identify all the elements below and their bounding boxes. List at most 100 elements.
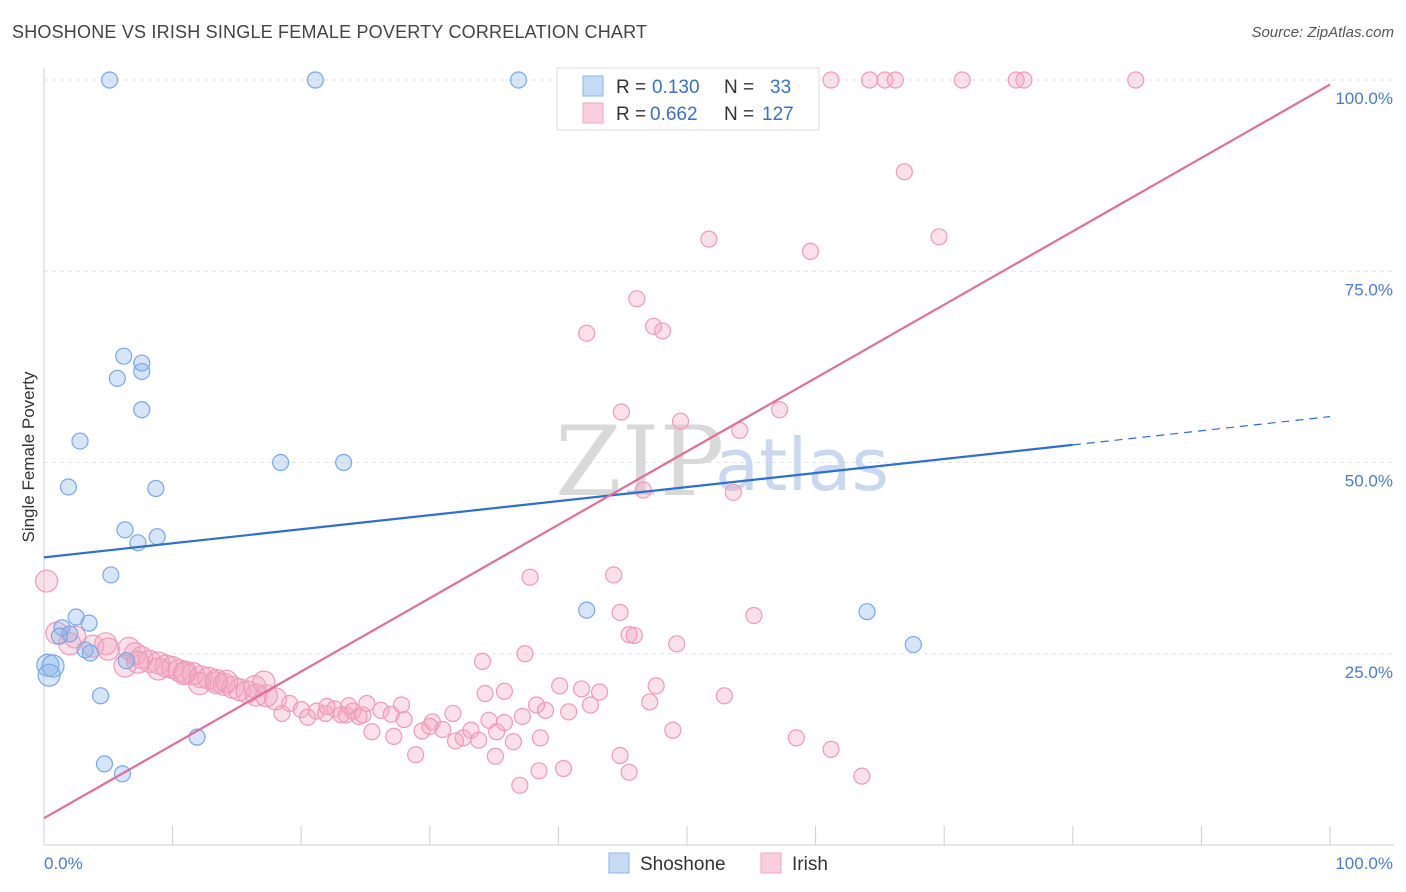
y-tick-label-0: 100.0% bbox=[1335, 89, 1393, 108]
point-irish-83 bbox=[354, 706, 372, 724]
point-irish-23 bbox=[770, 401, 789, 419]
point-irish-110 bbox=[581, 696, 600, 714]
point-irish-19 bbox=[644, 317, 663, 335]
point-irish-89 bbox=[395, 710, 413, 729]
point-irish-62 bbox=[113, 654, 137, 678]
point-irish-118 bbox=[620, 763, 638, 781]
y-tick-label-3: 25.0% bbox=[1345, 663, 1393, 682]
point-irish-101 bbox=[504, 733, 522, 751]
legend-r-value-shoshone: 0.130 bbox=[652, 77, 700, 98]
point-irish-34 bbox=[473, 652, 492, 671]
point-irish-102 bbox=[446, 732, 465, 750]
trendline-irish bbox=[43, 83, 1331, 820]
point-irish-109 bbox=[572, 680, 591, 698]
point-irish-20 bbox=[612, 403, 631, 421]
legend-r-label-shoshone: R = bbox=[616, 77, 646, 98]
point-irish-10 bbox=[1015, 71, 1033, 89]
point-shoshone-21 bbox=[50, 627, 69, 645]
point-irish-103 bbox=[476, 684, 494, 703]
point-shoshone-34 bbox=[904, 635, 922, 654]
point-shoshone-0 bbox=[100, 71, 119, 89]
x-tick-labels: 0.0% 100.0% bbox=[44, 854, 1393, 873]
point-irish-17 bbox=[578, 324, 596, 342]
point-irish-68 bbox=[215, 669, 239, 693]
point-shoshone-9 bbox=[59, 478, 78, 496]
point-irish-8 bbox=[953, 71, 971, 89]
point-irish-28 bbox=[611, 603, 629, 622]
point-irish-5 bbox=[861, 71, 879, 89]
point-irish-16 bbox=[628, 290, 646, 308]
point-irish-113 bbox=[511, 776, 529, 794]
point-shoshone-6 bbox=[133, 354, 151, 372]
point-shoshone-12 bbox=[335, 453, 353, 472]
legend-n-label-irish: N = bbox=[724, 104, 754, 125]
point-irish-124 bbox=[822, 740, 840, 758]
point-shoshone-7 bbox=[133, 401, 151, 419]
point-irish-74 bbox=[299, 708, 317, 726]
x-tick-label-left: 0.0% bbox=[44, 854, 83, 873]
point-shoshone-8 bbox=[71, 432, 89, 450]
trendlines bbox=[43, 83, 1331, 820]
point-shoshone-16 bbox=[102, 566, 120, 584]
point-shoshone-2 bbox=[509, 71, 528, 89]
point-irish-97 bbox=[470, 731, 488, 749]
point-shoshone-30 bbox=[95, 755, 114, 773]
point-shoshone-23 bbox=[81, 644, 99, 662]
point-irish-84 bbox=[372, 701, 390, 719]
point-shoshone-4 bbox=[108, 369, 126, 387]
point-irish-13 bbox=[700, 230, 718, 248]
point-irish-41 bbox=[96, 637, 120, 661]
legend-r-label-irish: R = bbox=[616, 104, 646, 125]
point-irish-33 bbox=[516, 645, 534, 663]
point-irish-121 bbox=[664, 721, 682, 739]
point-irish-15 bbox=[801, 242, 820, 260]
point-irish-70 bbox=[252, 670, 276, 694]
y-tick-label-1: 75.0% bbox=[1345, 280, 1393, 299]
point-irish-21 bbox=[671, 412, 690, 430]
point-irish-24 bbox=[634, 481, 652, 499]
point-irish-115 bbox=[530, 762, 548, 780]
bottom-legend-shoshone: Shoshone bbox=[640, 854, 726, 875]
point-shoshone-15 bbox=[148, 528, 166, 546]
point-irish-108 bbox=[551, 677, 569, 695]
point-shoshone-20 bbox=[61, 625, 79, 643]
y-axis-label: Single Female Poverty bbox=[19, 371, 38, 543]
point-irish-55 bbox=[212, 672, 236, 696]
point-irish-127 bbox=[332, 706, 350, 724]
chart-title: SHOSHONE VS IRISH SINGLE FEMALE POVERTY … bbox=[12, 22, 648, 42]
point-shoshone-27 bbox=[37, 663, 61, 687]
point-irish-29 bbox=[745, 606, 763, 625]
legend-n-label-shoshone: N = bbox=[724, 77, 754, 98]
point-shoshone-26 bbox=[41, 654, 65, 678]
legend-n-value-shoshone: 33 bbox=[770, 77, 791, 98]
chart-source: Source: ZipAtlas.com bbox=[1251, 24, 1394, 41]
point-shoshone-3 bbox=[115, 347, 133, 365]
point-shoshone-18 bbox=[80, 614, 98, 632]
point-irish-117 bbox=[611, 746, 629, 765]
point-irish-88 bbox=[385, 727, 403, 745]
point-irish-120 bbox=[647, 677, 665, 695]
bottom-legend-swatch-shoshone bbox=[608, 852, 630, 874]
point-shoshone-11 bbox=[272, 453, 290, 472]
point-irish-93 bbox=[434, 720, 452, 739]
point-irish-26 bbox=[521, 568, 539, 586]
legend-swatch-irish bbox=[582, 102, 604, 124]
point-irish-107 bbox=[536, 701, 555, 719]
point-irish-122 bbox=[715, 687, 733, 705]
point-irish-90 bbox=[407, 746, 425, 764]
point-irish-11 bbox=[1127, 71, 1145, 89]
point-shoshone-24 bbox=[117, 652, 135, 670]
watermark-zip: ZIP bbox=[555, 406, 724, 518]
point-irish-27 bbox=[605, 566, 623, 584]
point-irish-66 bbox=[188, 671, 212, 696]
point-irish-86 bbox=[392, 696, 411, 714]
point-irish-63 bbox=[126, 650, 150, 674]
point-irish-94 bbox=[444, 704, 462, 723]
point-irish-18 bbox=[653, 322, 672, 340]
trendline-shoshone bbox=[43, 443, 1073, 559]
point-irish-7 bbox=[886, 71, 904, 89]
point-shoshone-32 bbox=[578, 601, 596, 619]
point-irish-125 bbox=[853, 767, 871, 785]
point-irish-128 bbox=[318, 697, 336, 716]
